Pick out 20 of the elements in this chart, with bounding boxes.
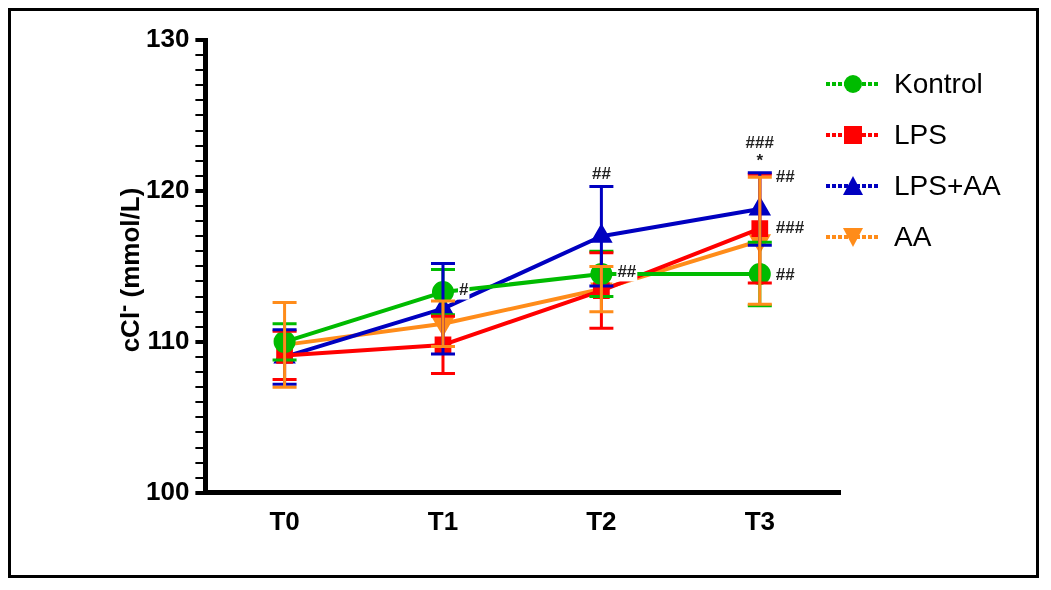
annotation: ###	[775, 218, 805, 238]
legend-label: AA	[894, 220, 932, 253]
annotation: *	[756, 150, 764, 170]
annotation: ##	[775, 167, 796, 187]
x-tick-label: T2	[586, 505, 617, 536]
x-tick-label: T1	[427, 505, 459, 536]
annotation: ###	[745, 132, 775, 152]
annotation: ##	[591, 164, 612, 184]
x-tick-label: T0	[269, 505, 300, 536]
legend-label: LPS	[894, 118, 947, 151]
y-tick-label: 120	[145, 174, 190, 205]
legend-label: LPS+AA	[894, 169, 1001, 202]
y-tick-label: 110	[147, 325, 190, 356]
annotation: ##	[775, 265, 796, 285]
y-tick-label: 100	[145, 475, 190, 506]
y-tick-label: 130	[145, 23, 190, 54]
x-tick-label: T3	[744, 505, 775, 536]
annotation: ##	[617, 262, 637, 282]
annotation: #	[458, 280, 469, 300]
legend-label: Kontrol	[894, 67, 983, 100]
